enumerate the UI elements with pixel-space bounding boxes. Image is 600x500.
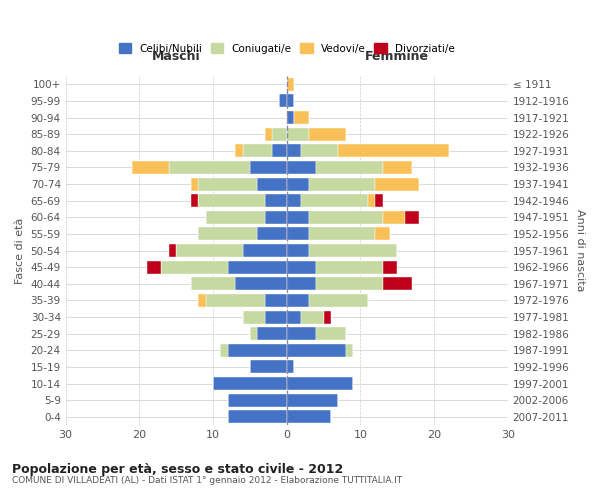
Bar xyxy=(287,161,316,174)
Bar xyxy=(228,394,287,406)
Bar xyxy=(375,194,383,207)
Bar xyxy=(199,178,257,190)
Bar xyxy=(309,128,346,140)
Bar xyxy=(265,294,287,307)
Bar xyxy=(287,310,301,324)
Bar xyxy=(235,278,287,290)
Bar xyxy=(287,244,309,257)
Bar xyxy=(213,377,287,390)
Bar xyxy=(294,111,309,124)
Bar xyxy=(301,310,323,324)
Bar xyxy=(346,344,353,357)
Legend: Celibi/Nubili, Coniugati/e, Vedovi/e, Divorziati/e: Celibi/Nubili, Coniugati/e, Vedovi/e, Di… xyxy=(115,40,459,58)
Bar xyxy=(242,144,272,158)
Bar xyxy=(287,111,294,124)
Bar xyxy=(242,310,265,324)
Bar xyxy=(169,161,250,174)
Bar xyxy=(169,244,176,257)
Bar xyxy=(383,278,412,290)
Bar xyxy=(265,128,272,140)
Bar xyxy=(316,260,383,274)
Bar xyxy=(287,194,301,207)
Bar xyxy=(199,194,265,207)
Bar xyxy=(257,327,287,340)
Bar xyxy=(287,410,331,424)
Bar xyxy=(191,278,235,290)
Bar xyxy=(287,394,338,406)
Bar xyxy=(316,161,383,174)
Bar xyxy=(287,78,294,91)
Bar xyxy=(228,410,287,424)
Bar xyxy=(309,228,375,240)
Bar xyxy=(287,144,301,158)
Bar xyxy=(228,344,287,357)
Bar xyxy=(147,260,161,274)
Bar xyxy=(309,294,368,307)
Bar xyxy=(235,144,242,158)
Bar xyxy=(383,161,412,174)
Text: Femmine: Femmine xyxy=(365,50,429,62)
Bar xyxy=(375,178,419,190)
Y-axis label: Fasce di età: Fasce di età xyxy=(15,218,25,284)
Bar xyxy=(309,244,397,257)
Bar xyxy=(287,228,309,240)
Bar xyxy=(375,228,390,240)
Bar xyxy=(316,327,346,340)
Bar xyxy=(257,228,287,240)
Bar xyxy=(287,294,309,307)
Bar xyxy=(199,294,206,307)
Bar xyxy=(250,327,257,340)
Bar xyxy=(323,310,331,324)
Bar xyxy=(250,161,287,174)
Text: Popolazione per età, sesso e stato civile - 2012: Popolazione per età, sesso e stato civil… xyxy=(12,462,343,475)
Bar xyxy=(338,144,449,158)
Bar xyxy=(368,194,375,207)
Bar xyxy=(228,260,287,274)
Bar xyxy=(206,211,265,224)
Bar xyxy=(265,194,287,207)
Bar xyxy=(287,327,316,340)
Bar xyxy=(309,211,383,224)
Bar xyxy=(132,161,169,174)
Bar xyxy=(287,278,316,290)
Bar xyxy=(287,360,294,374)
Bar xyxy=(287,211,309,224)
Bar xyxy=(287,94,294,108)
Bar xyxy=(287,178,309,190)
Bar xyxy=(242,244,287,257)
Bar xyxy=(265,211,287,224)
Bar xyxy=(206,294,265,307)
Bar xyxy=(287,377,353,390)
Bar xyxy=(287,260,316,274)
Bar xyxy=(404,211,419,224)
Bar xyxy=(287,344,346,357)
Bar xyxy=(301,194,368,207)
Bar xyxy=(301,144,338,158)
Bar xyxy=(309,178,375,190)
Bar xyxy=(220,344,228,357)
Bar xyxy=(257,178,287,190)
Bar xyxy=(265,310,287,324)
Bar xyxy=(199,228,257,240)
Bar xyxy=(383,260,397,274)
Bar xyxy=(272,144,287,158)
Bar xyxy=(161,260,228,274)
Bar xyxy=(316,278,383,290)
Bar xyxy=(280,94,287,108)
Bar xyxy=(250,360,287,374)
Bar xyxy=(191,178,199,190)
Bar xyxy=(272,128,287,140)
Text: Maschi: Maschi xyxy=(152,50,200,62)
Bar xyxy=(191,194,199,207)
Bar xyxy=(383,211,404,224)
Bar xyxy=(176,244,242,257)
Y-axis label: Anni di nascita: Anni di nascita xyxy=(575,210,585,292)
Bar xyxy=(287,128,309,140)
Text: COMUNE DI VILLADEATI (AL) - Dati ISTAT 1° gennaio 2012 - Elaborazione TUTTITALIA: COMUNE DI VILLADEATI (AL) - Dati ISTAT 1… xyxy=(12,476,402,485)
